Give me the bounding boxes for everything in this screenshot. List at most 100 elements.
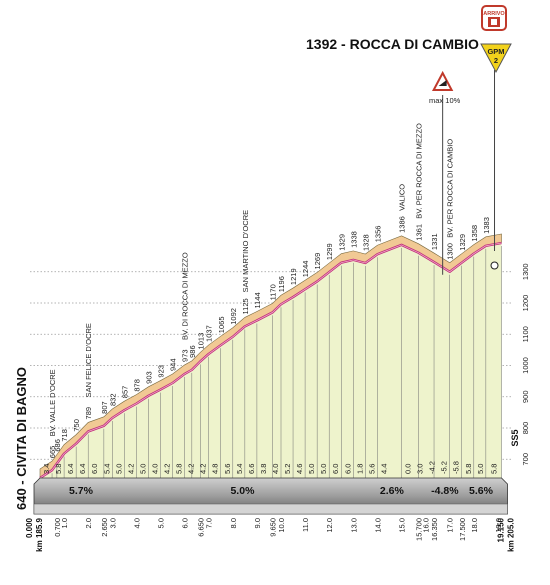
gradient-label: 5.4 [102,464,111,474]
distance-labels: 1.0 2.0 3.0 4.0 5.0 6.0 7.0 8.0 9.0 10.0 11.0 12.0 1… [25,517,516,551]
road-name: SS5 [510,429,520,446]
altitude-label: 1356 [373,226,382,243]
altitude-label: 686 [53,439,62,452]
gradient-label: 4.8 [211,464,220,474]
altitude-label: 986 [188,345,197,358]
average-gradient: 5.6% [469,485,494,497]
gradient-label: 4.6 [295,464,304,474]
distance-tick: 3.0 [108,518,117,528]
average-gradient: 5.0% [230,485,255,497]
km-start-zero: 0.000 [25,517,34,538]
altitude-label: 1269 [313,253,322,270]
altitude-label: 1244 [301,261,310,278]
altitude-label: 857 [120,386,129,399]
altitude-label: 1329 [337,234,346,251]
average-gradient: 2.6% [380,485,405,497]
altitude-label: 1196 [277,276,286,292]
gradient-label: 5.4 [235,464,244,474]
gradient-label: -5.2 [440,461,449,474]
altitude-label: 832 [108,393,117,406]
gradient-label: 5.0 [319,464,328,474]
km-progressive: 9.650 [269,518,278,537]
gradient-label: 5.6 [223,464,232,474]
km-end-total: km 205.0 [507,517,516,551]
km-progressive: 6.650 [196,518,205,537]
altitude-axis: 700 800 900 1000 1100 1200 1300 SS5 [510,263,530,465]
road-edge [33,503,508,515]
km-progressive: 0.700 [53,518,62,537]
distance-tick: 13.0 [349,518,358,533]
altitude-label: 923 [157,365,166,378]
altitude-label: 1300 [446,243,455,260]
gpm-sign [480,43,512,74]
place-label: SAN MARTINO D'OCRE [241,210,250,293]
place-label: BV. PER ROCCA DI MEZZO [414,123,423,219]
altitude-label: 1383 [482,217,491,234]
gradient-label: 5.8 [175,464,184,474]
altitude-label: 1361 [414,224,423,241]
profile-fill [40,243,502,478]
distance-tick: 11.0 [301,518,310,532]
gradient-label: 3.0 [416,464,425,474]
altitude-label: 1037 [205,325,214,342]
altitude-label: 1144 [253,292,262,308]
warning-text: max 10% [429,96,461,105]
altitude-label: 665 [48,446,57,459]
gradient-label: 4.2 [163,464,172,474]
altitude-label: 1358 [470,225,479,242]
altitude-label: 1219 [289,268,298,285]
gradient-labels: 3.4 5.8 6.4 6.4 6.0 5.4 5.0 4.2 5.0 4.0 4.2 5.8 4.2 4… [42,461,499,497]
average-gradient: -4.8% [431,485,459,497]
altitude-label: 789 [84,407,93,420]
gradient-label: -5.8 [452,461,461,474]
altitude-label: 1299 [325,243,334,260]
gradient-label: 3.4 [42,464,51,474]
profile-area [39,233,502,480]
distance-tick: 19.0 [494,518,503,533]
km-progressive: 17.500 [458,518,467,541]
gpm-category: 2 [494,56,498,65]
distance-tick: 5.0 [157,518,166,528]
gradient-label: 5.8 [490,464,499,474]
place-labels: BV. VALLE D'OCRE SAN FELICE D'OCRE BV. DI … [48,123,455,436]
distance-tick: 8.0 [229,518,238,528]
km-progressive: 2.650 [100,518,109,537]
gradient-label: -4.2 [428,461,437,474]
distance-tick: 1.0 [60,518,69,528]
altitude-label: 1170 [269,284,278,300]
altitude-tick: 800 [521,422,530,435]
gradient-label: 4.0 [150,464,159,474]
km-start-total: km 185.9 [35,517,44,551]
gradient-label: 4.2 [187,464,196,474]
gradient-label: 0.0 [404,464,413,474]
gradient-label: 5.2 [283,464,292,474]
gradient-label: 5.0 [476,464,485,474]
altitude-label: 718 [60,429,69,442]
distance-tick: 9.0 [253,518,262,528]
gradient-label: 5.0 [138,464,147,474]
altitude-label: 750 [72,419,81,432]
gradient-label: 4.2 [199,464,208,474]
place-label: SAN FELICE D'OCRE [84,323,93,397]
altitude-label: 1092 [229,308,238,325]
gradient-label: 6.4 [66,464,75,474]
place-label: VALICO [398,184,407,211]
altitude-label: 807 [100,401,109,414]
altitude-tick: 700 [521,453,530,466]
altitude-label: 878 [132,379,141,392]
distance-tick: 14.0 [373,518,382,533]
altitude-tick: 1000 [521,357,530,374]
altitude-label: 1065 [217,317,226,334]
altitude-label: 1125 [241,298,250,314]
altitude-label: 1328 [361,234,370,251]
gradient-label: 6.4 [78,464,87,474]
finish-sign-text: ARRIVO [483,11,505,17]
gradient-label: 6.0 [331,464,340,474]
gradient-label: 1.8 [355,464,364,474]
altitude-tick: 900 [521,390,530,403]
gradient-label: 6.6 [247,464,256,474]
warning-sign-icon [431,70,454,91]
altitude-tick: 1200 [521,295,530,312]
